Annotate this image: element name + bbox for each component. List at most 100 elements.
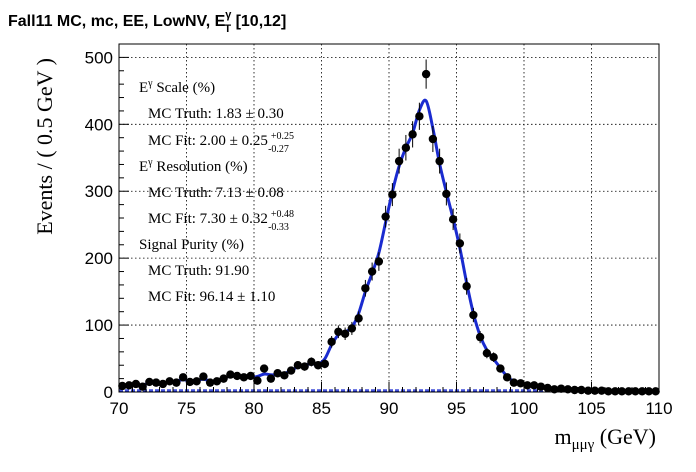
data-point <box>442 182 451 206</box>
x-tick-label: 95 <box>447 399 466 418</box>
data-point <box>415 102 424 130</box>
data-point <box>185 377 195 387</box>
annotation-text: MC Truth: 91.90 <box>148 263 249 279</box>
annotation-tail: Scale (%) <box>153 80 215 96</box>
annotation-sup: γ <box>147 157 153 168</box>
point-marker <box>590 386 600 395</box>
point-marker <box>604 387 613 396</box>
annotation-tail: Resolution (%) <box>153 159 248 175</box>
data-point <box>138 382 147 391</box>
data-point <box>273 369 282 378</box>
data-point <box>219 374 228 383</box>
data-point <box>529 381 539 390</box>
point-marker <box>320 359 330 369</box>
data-point <box>205 378 215 387</box>
point-marker <box>334 327 343 336</box>
y-tick-label: 0 <box>104 383 113 402</box>
data-point <box>509 378 519 387</box>
data-point <box>280 371 289 380</box>
data-point <box>192 377 201 386</box>
fit-results-box: Eγ Scale (%) MC Truth: 1.83 ± 0.30 MC Fit:… <box>139 78 294 305</box>
annotation-sup: γ <box>147 78 153 89</box>
point-marker <box>624 387 633 396</box>
data-point <box>583 386 593 395</box>
annotation-err-down: -0.27 <box>268 144 289 155</box>
data-point <box>536 382 546 391</box>
x-tick-label: 70 <box>110 399 129 418</box>
point-marker <box>651 387 660 396</box>
data-point <box>158 379 168 389</box>
point-marker <box>550 385 559 394</box>
point-marker <box>516 379 525 388</box>
point-marker <box>543 383 552 393</box>
data-point <box>394 148 404 174</box>
x-tick-label: 105 <box>577 399 605 418</box>
point-marker <box>448 215 458 224</box>
annotation-label: Signal Purity (%) <box>139 237 244 253</box>
data-point <box>246 371 255 381</box>
data-point <box>631 387 640 396</box>
data-point <box>361 279 370 297</box>
point-marker <box>313 361 323 370</box>
point-marker <box>455 239 465 248</box>
data-point <box>172 378 181 387</box>
point-marker <box>502 373 512 382</box>
point-marker <box>151 378 161 387</box>
point-marker <box>361 284 370 293</box>
point-marker <box>307 357 316 367</box>
data-point <box>388 183 397 207</box>
x-tick-label: 90 <box>380 399 399 418</box>
point-marker <box>280 371 289 380</box>
point-marker <box>205 378 215 387</box>
point-marker <box>421 69 431 79</box>
data-point <box>421 59 431 89</box>
point-marker <box>327 337 336 347</box>
data-point <box>475 331 485 344</box>
data-point <box>131 379 141 389</box>
point-marker <box>536 382 546 391</box>
annotation-err-down: -0.33 <box>268 222 289 233</box>
point-marker <box>496 364 505 373</box>
point-marker <box>118 381 127 391</box>
data-point <box>455 233 465 254</box>
annotation-line: Eγ Resolution (%) <box>139 157 248 175</box>
data-point <box>556 384 566 393</box>
data-points <box>118 59 660 396</box>
data-point <box>489 352 498 363</box>
annotation-line: Eγ Scale (%) <box>139 78 215 96</box>
y-axis-label: Events / ( 0.5 GeV ) <box>32 58 57 235</box>
data-point <box>354 311 363 326</box>
annotation-err-up: +0.25 <box>271 131 294 142</box>
data-point <box>496 364 505 373</box>
data-point <box>286 366 296 375</box>
data-point <box>340 327 350 341</box>
point-marker <box>367 267 377 276</box>
annotation-text: MC Truth: 7.13 ± 0.08 <box>148 185 284 201</box>
data-point <box>118 381 127 391</box>
data-point <box>469 307 478 323</box>
point-marker <box>482 348 492 358</box>
point-marker <box>462 282 471 291</box>
point-marker <box>442 189 451 199</box>
annotation-text: MC Fit: 2.00 ± 0.25 <box>148 133 268 149</box>
x-tick-label: 100 <box>510 399 538 418</box>
data-point <box>145 377 154 387</box>
data-point <box>523 381 532 390</box>
point-marker <box>178 373 188 382</box>
point-marker <box>219 374 228 383</box>
point-marker <box>644 387 654 396</box>
data-point <box>624 387 633 396</box>
y-tick-label: 300 <box>85 182 113 201</box>
data-point <box>266 374 276 383</box>
point-marker <box>617 387 627 396</box>
data-point <box>165 377 174 386</box>
point-marker <box>340 329 350 338</box>
data-point <box>199 372 208 381</box>
data-point <box>617 387 627 396</box>
point-marker <box>124 381 134 390</box>
data-point <box>347 321 357 335</box>
annotation-text: MC Truth: 1.83 ± 0.30 <box>148 106 284 122</box>
point-marker <box>354 314 363 323</box>
data-point <box>327 336 336 348</box>
data-point <box>428 126 438 153</box>
